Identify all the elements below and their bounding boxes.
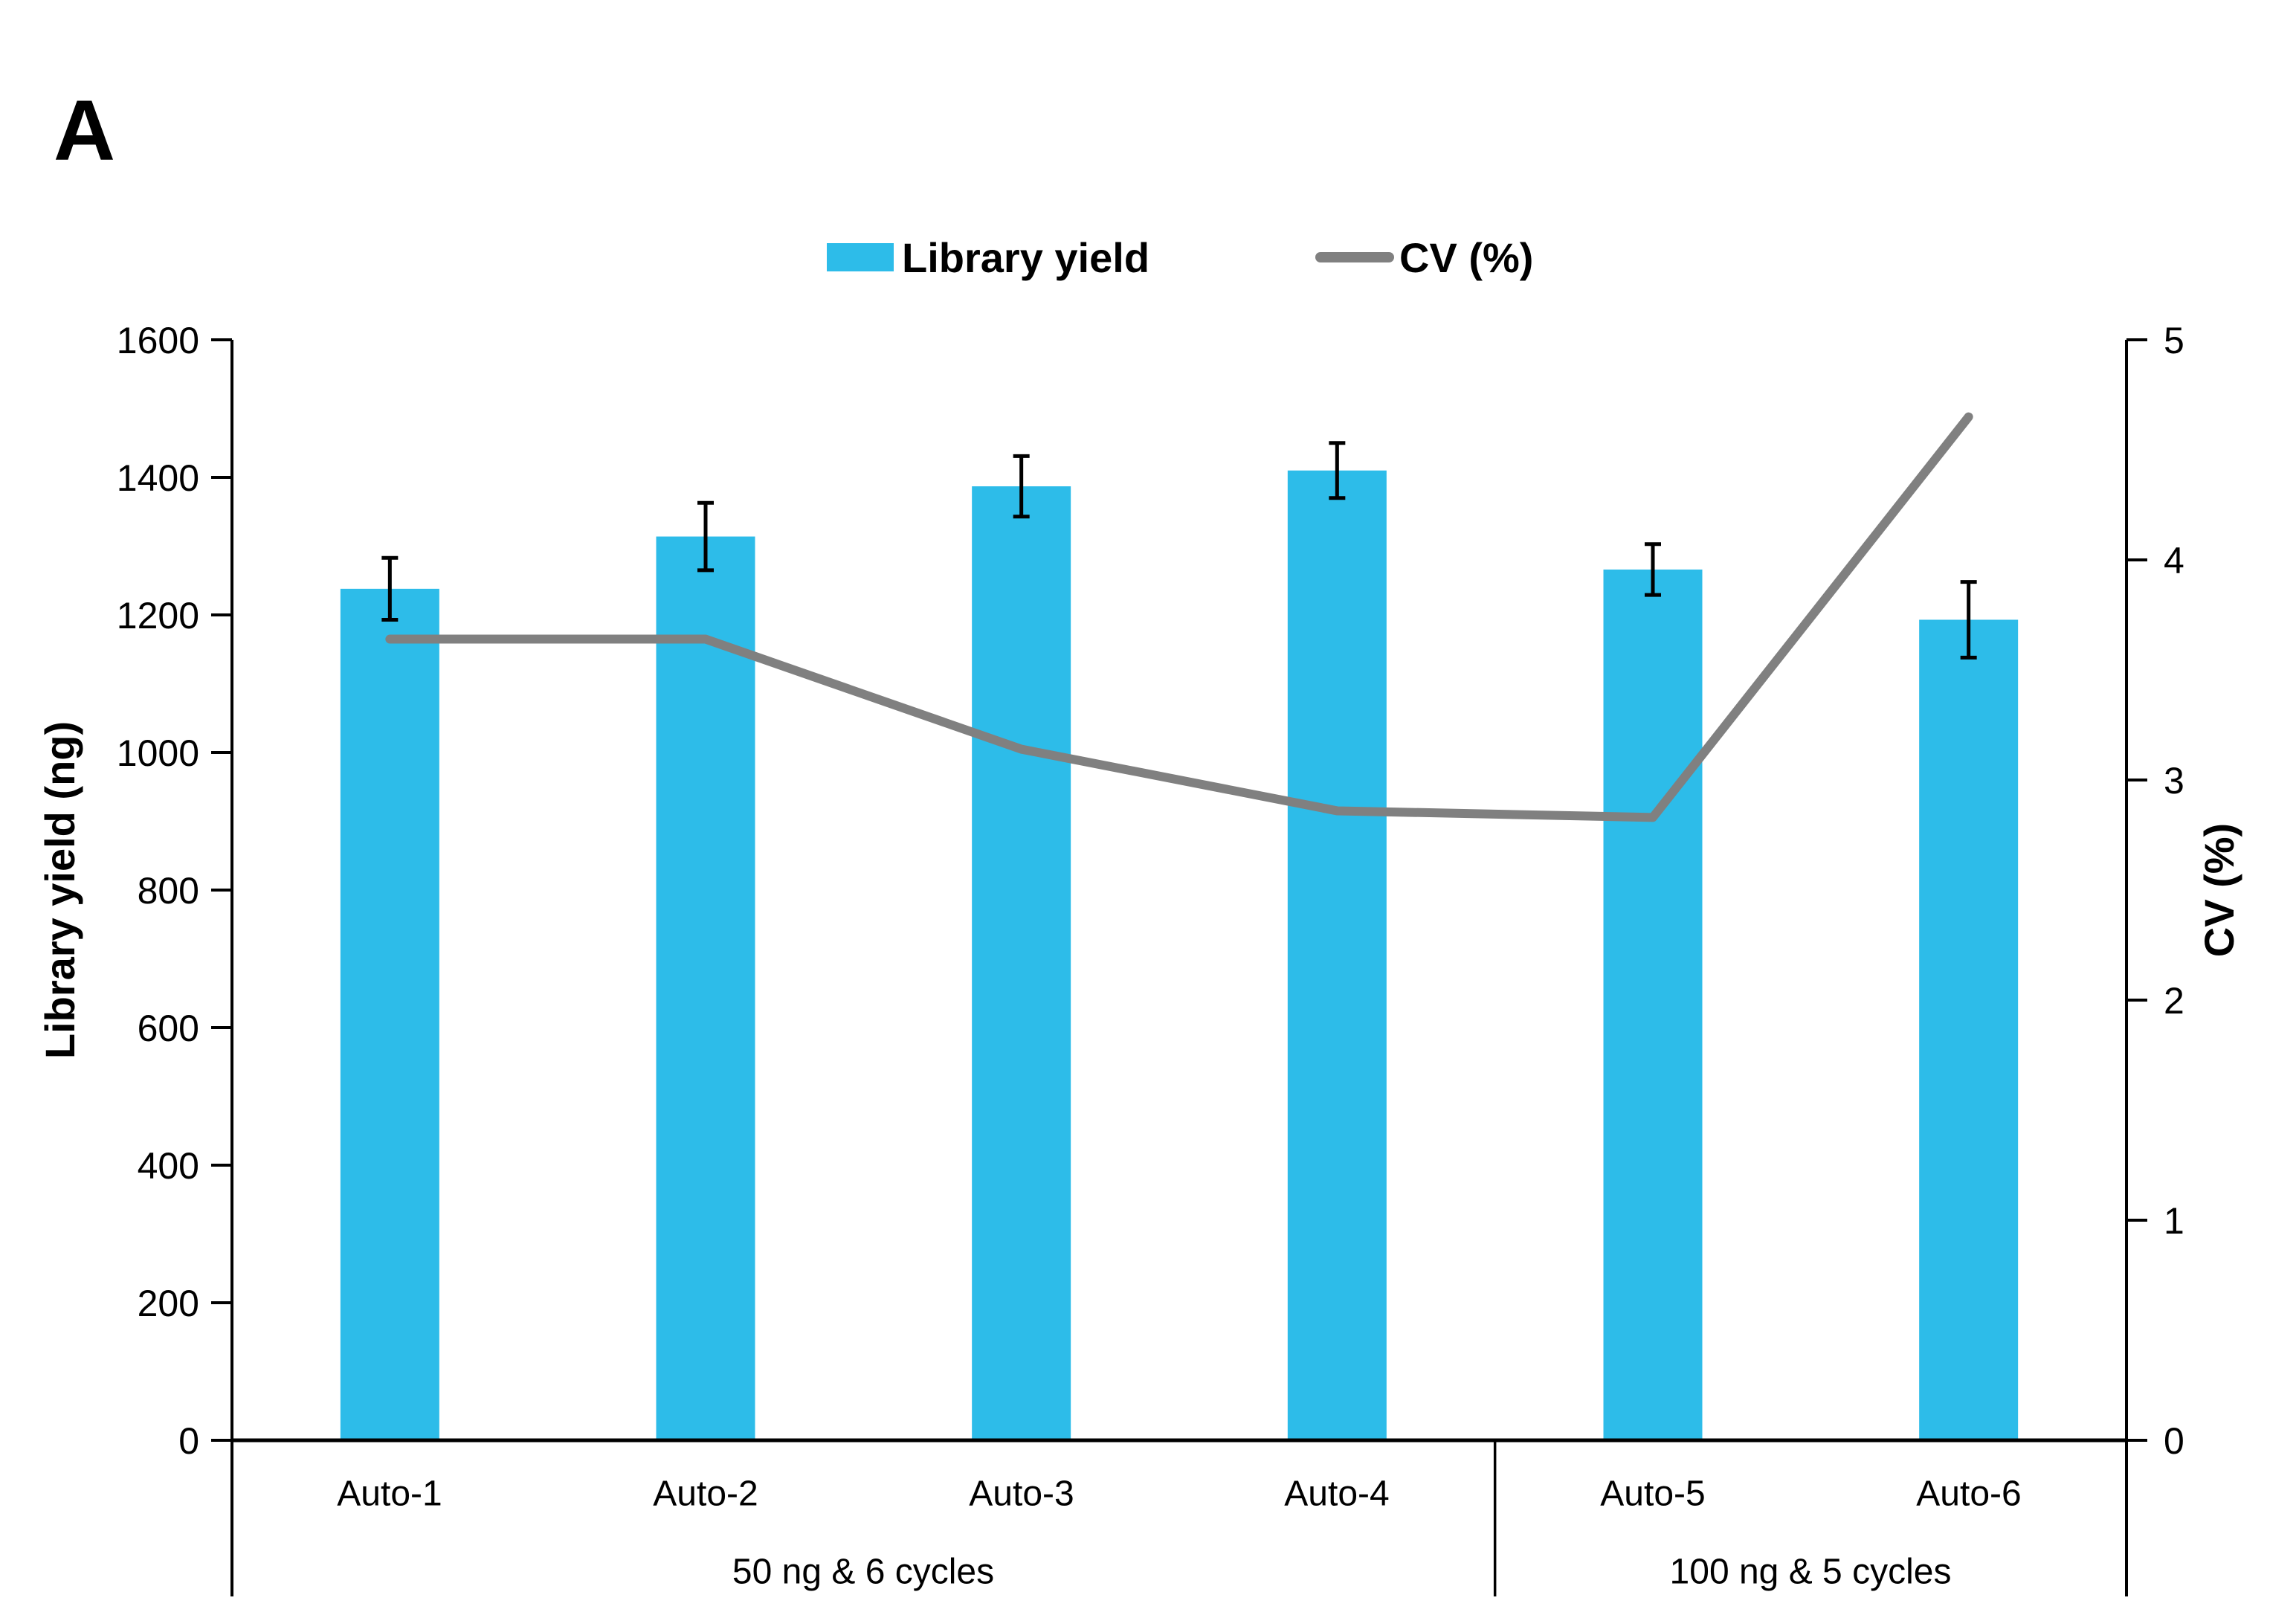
category-label: Auto-1 (337, 1474, 442, 1513)
right-axis-tick-label: 2 (2164, 980, 2184, 1022)
right-axis-tick-label: 5 (2164, 320, 2184, 361)
category-label: Auto-6 (1916, 1474, 2021, 1513)
bar-Auto-5 (1603, 569, 1703, 1441)
line-series (385, 412, 1973, 822)
tick-labels: 0 200 400 600 800 1000 1200 1400 1600 0 1 2 3 4 5 (117, 320, 2184, 1462)
category-axis: Auto-1 Auto-2 Auto-3 Auto-4 Auto-5 Auto-… (337, 1474, 2021, 1513)
category-label: Auto-2 (653, 1474, 758, 1513)
left-axis-tick-label: 200 (138, 1283, 199, 1324)
bar-Auto-2 (656, 536, 755, 1440)
right-axis-title: CV (%) (2196, 823, 2242, 957)
left-axis-tick-label: 1200 (117, 595, 199, 636)
panel-label: A (54, 83, 115, 178)
left-axis-tick-label: 800 (138, 870, 199, 912)
left-axis-tick-label: 1400 (117, 457, 199, 499)
left-axis-title: Library yield (ng) (36, 721, 83, 1059)
right-axis-tick-label: 1 (2164, 1200, 2184, 1242)
bar-series (340, 470, 2019, 1441)
right-axis-tick-label: 0 (2164, 1420, 2184, 1462)
axes (211, 338, 2147, 1596)
left-axis-tick-label: 1600 (117, 320, 199, 361)
category-label: Auto-3 (969, 1474, 1074, 1513)
bar-Auto-6 (1919, 619, 2019, 1440)
group-label: 100 ng & 5 cycles (1670, 1552, 1952, 1591)
group-label: 50 ng & 6 cycles (732, 1552, 994, 1591)
error-bars (381, 441, 1977, 660)
bar-Auto-3 (972, 486, 1071, 1440)
legend-line-label: CV (%) (1399, 234, 1533, 281)
cv-line-path (385, 412, 1973, 822)
legend-bar-label: Library yield (902, 234, 1149, 281)
group-axis: 50 ng & 6 cycles 100 ng & 5 cycles (732, 1552, 1952, 1591)
left-axis-tick-label: 1000 (117, 732, 199, 774)
left-axis-tick-label: 600 (138, 1008, 199, 1049)
category-label: Auto-4 (1284, 1474, 1389, 1513)
legend: Library yield CV (%) (827, 234, 1533, 281)
category-label: Auto-5 (1600, 1474, 1705, 1513)
bar-Auto-4 (1287, 470, 1387, 1440)
legend-bar-swatch (827, 243, 894, 271)
bar-Auto-1 (340, 588, 439, 1440)
right-axis-tick-label: 3 (2164, 760, 2184, 802)
left-axis-tick-label: 0 (178, 1420, 199, 1462)
left-axis-tick-label: 400 (138, 1145, 199, 1187)
right-axis-tick-label: 4 (2164, 540, 2184, 581)
